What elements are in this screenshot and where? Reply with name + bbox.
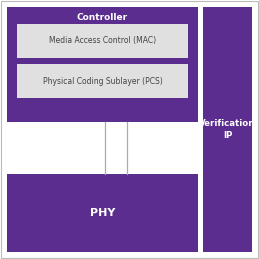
Bar <box>7 122 198 174</box>
Bar <box>7 7 198 122</box>
Text: Media Access Control (MAC): Media Access Control (MAC) <box>49 37 156 46</box>
Bar <box>17 24 188 58</box>
Text: PHY: PHY <box>90 208 115 218</box>
Text: Physical Coding Sublayer (PCS): Physical Coding Sublayer (PCS) <box>43 76 162 85</box>
Text: Controller: Controller <box>77 12 128 21</box>
Bar <box>7 174 198 252</box>
Bar <box>17 64 188 98</box>
Text: Verification
IP: Verification IP <box>199 119 256 140</box>
Bar <box>203 7 252 252</box>
